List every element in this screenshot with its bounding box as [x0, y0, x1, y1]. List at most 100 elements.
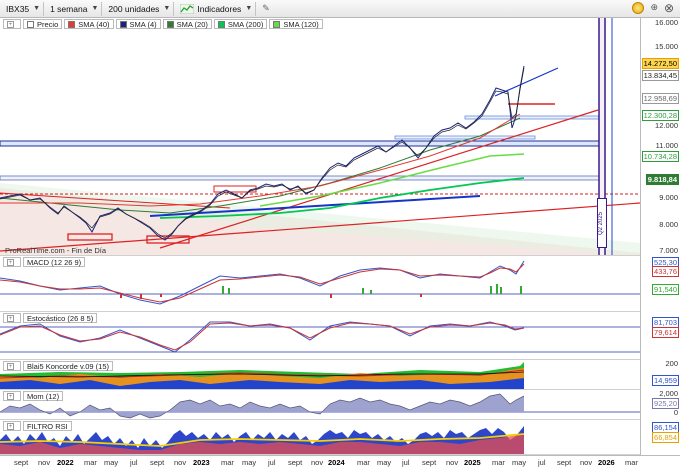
settings-icon: + — [7, 422, 14, 430]
macd-legend: + MACD (12 26 9) — [3, 257, 86, 267]
koncorde-axis[interactable]: 200 14,959 — [640, 360, 680, 390]
legend-swatch — [68, 20, 76, 28]
legend-tools[interactable]: + — [3, 19, 21, 29]
close-icon[interactable]: ⊗ — [663, 1, 674, 15]
symbol-selector[interactable]: IBX35 ▼ — [3, 1, 45, 16]
time-label: sept — [14, 458, 29, 467]
macd-panel[interactable]: + MACD (12 26 9) — [0, 256, 640, 312]
momentum-legend: + Mom (12) — [3, 391, 64, 401]
indicators-icon — [180, 3, 195, 14]
alarm-bell-icon[interactable] — [632, 2, 644, 14]
legend-tools[interactable]: + — [3, 361, 21, 371]
period-vertical-label: Q2 2025 — [597, 198, 607, 248]
time-label: sept — [288, 458, 303, 467]
legend-tools[interactable]: + — [3, 391, 21, 401]
price-tag: 12.300,28 — [641, 110, 679, 121]
time-label: 2024 — [328, 458, 345, 467]
rsi-title[interactable]: FILTRO RSI — [23, 421, 72, 431]
legend-label: SMA (40) — [78, 19, 110, 29]
time-label: sept — [557, 458, 572, 467]
price-tick: 15.000 — [655, 42, 678, 51]
last-price-tag: 14.272,50 — [641, 58, 679, 69]
time-label: jul — [402, 458, 410, 467]
time-label: 2022 — [57, 458, 74, 467]
mom-tag: 925,20 — [652, 398, 679, 409]
time-label: jul — [268, 458, 276, 467]
settings-icon: + — [7, 362, 14, 370]
chevron-down-icon: ▼ — [245, 5, 253, 12]
stochastic-panel[interactable]: + Estocástico (26 8 5) — [0, 312, 640, 360]
macd-chart — [0, 260, 640, 305]
time-label: 2025 — [464, 458, 481, 467]
rsi-axis[interactable]: 86,154 66,854 — [640, 420, 680, 455]
settings-icon: + — [7, 314, 14, 322]
legend-item-sma20[interactable]: SMA (20) — [162, 19, 212, 29]
momentum-axis[interactable]: 2,000 925,20 0 — [640, 390, 680, 420]
stochastic-chart — [0, 321, 640, 353]
macd-axis[interactable]: 525,30 433,76 91,540 — [640, 256, 680, 312]
indicators-button[interactable]: Indicadores ▼ — [177, 1, 257, 16]
settings-icon: + — [7, 20, 14, 28]
macd-title[interactable]: MACD (12 26 9) — [23, 257, 86, 267]
settings-icon: + — [7, 258, 14, 266]
legend-label: SMA (120) — [283, 19, 319, 29]
price-axis[interactable]: 16.000 15.000 14.272,50 13.834,45 12.958… — [640, 18, 680, 256]
legend-tools[interactable]: + — [3, 257, 21, 267]
price-panel[interactable]: + Precio SMA (40) SMA (4) SMA (20) SMA (… — [0, 18, 640, 256]
time-label: 2023 — [193, 458, 210, 467]
rsi-chart — [0, 426, 525, 454]
price-legend: + Precio SMA (40) SMA (4) SMA (20) SMA (… — [3, 19, 323, 29]
koncorde-title-label: Blai5 Koncorde v.09 (15) — [27, 361, 109, 371]
stoch-tag: 79,614 — [652, 327, 679, 338]
units-label: 200 unidades — [108, 3, 160, 14]
time-label: jul — [538, 458, 546, 467]
rsi-panel[interactable]: + FILTRO RSI — [0, 420, 640, 455]
legend-tools[interactable]: + — [3, 421, 21, 431]
legend-item-precio[interactable]: Precio — [23, 19, 63, 29]
time-label: 2026 — [598, 458, 615, 467]
stochastic-title[interactable]: Estocástico (26 8 5) — [23, 313, 98, 323]
units-selector[interactable]: 200 unidades ▼ — [105, 1, 175, 16]
period-selector[interactable]: 1 semana ▼ — [47, 1, 103, 16]
time-label: may — [242, 458, 257, 467]
rsi-tag: 66,854 — [652, 432, 679, 443]
chart-toolbar: IBX35 ▼ 1 semana ▼ 200 unidades ▼ Indica… — [0, 0, 680, 18]
momentum-chart — [0, 393, 640, 419]
legend-item-sma40[interactable]: SMA (40) — [64, 19, 114, 29]
legend-item-sma4[interactable]: SMA (4) — [115, 19, 161, 29]
time-label: sept — [150, 458, 165, 467]
momentum-title[interactable]: Mom (12) — [23, 391, 64, 401]
mom-tick: 2,000 — [659, 390, 678, 398]
price-tag: 9.818,84 — [645, 174, 679, 185]
price-tick: 12.000 — [655, 121, 678, 130]
legend-swatch — [119, 20, 127, 28]
price-chart — [0, 18, 640, 255]
time-label: jul — [130, 458, 138, 467]
momentum-panel[interactable]: + Mom (12) — [0, 390, 640, 420]
legend-label: SMA (20) — [176, 19, 208, 29]
koncorde-panel[interactable]: + Blai5 Koncorde v.09 (15) — [0, 360, 640, 390]
chevron-down-icon: ▼ — [33, 5, 41, 12]
time-axis[interactable]: sept nov 2022 mar may jul sept nov 2023 … — [0, 455, 680, 469]
koncorde-tag: 14,959 — [652, 375, 679, 386]
pencil-icon: ✎ — [262, 3, 270, 13]
legend-item-sma120[interactable]: SMA (120) — [269, 19, 323, 29]
price-tag: 13.834,45 — [641, 70, 679, 81]
koncorde-title[interactable]: Blai5 Koncorde v.09 (15) — [23, 361, 113, 371]
momentum-title-label: Mom (12) — [27, 391, 60, 401]
settings-icon: + — [7, 392, 14, 400]
add-panel-icon[interactable]: ⊕ — [650, 2, 658, 12]
price-tag: 12.958,69 — [641, 93, 679, 104]
stochastic-axis[interactable]: 81,703 79,614 — [640, 312, 680, 360]
legend-item-sma200[interactable]: SMA (200) — [213, 19, 268, 29]
indicators-label: Indicadores — [197, 3, 242, 14]
legend-label: SMA (200) — [227, 19, 264, 29]
chevron-down-icon: ▼ — [163, 5, 171, 12]
legend-swatch — [27, 20, 34, 28]
legend-tools[interactable]: + — [3, 313, 21, 323]
time-label: may — [512, 458, 527, 467]
time-label: nov — [38, 458, 51, 467]
draw-tool-button[interactable]: ✎ — [259, 2, 273, 16]
period-label: 1 semana — [50, 3, 88, 14]
time-label: nov — [446, 458, 459, 467]
